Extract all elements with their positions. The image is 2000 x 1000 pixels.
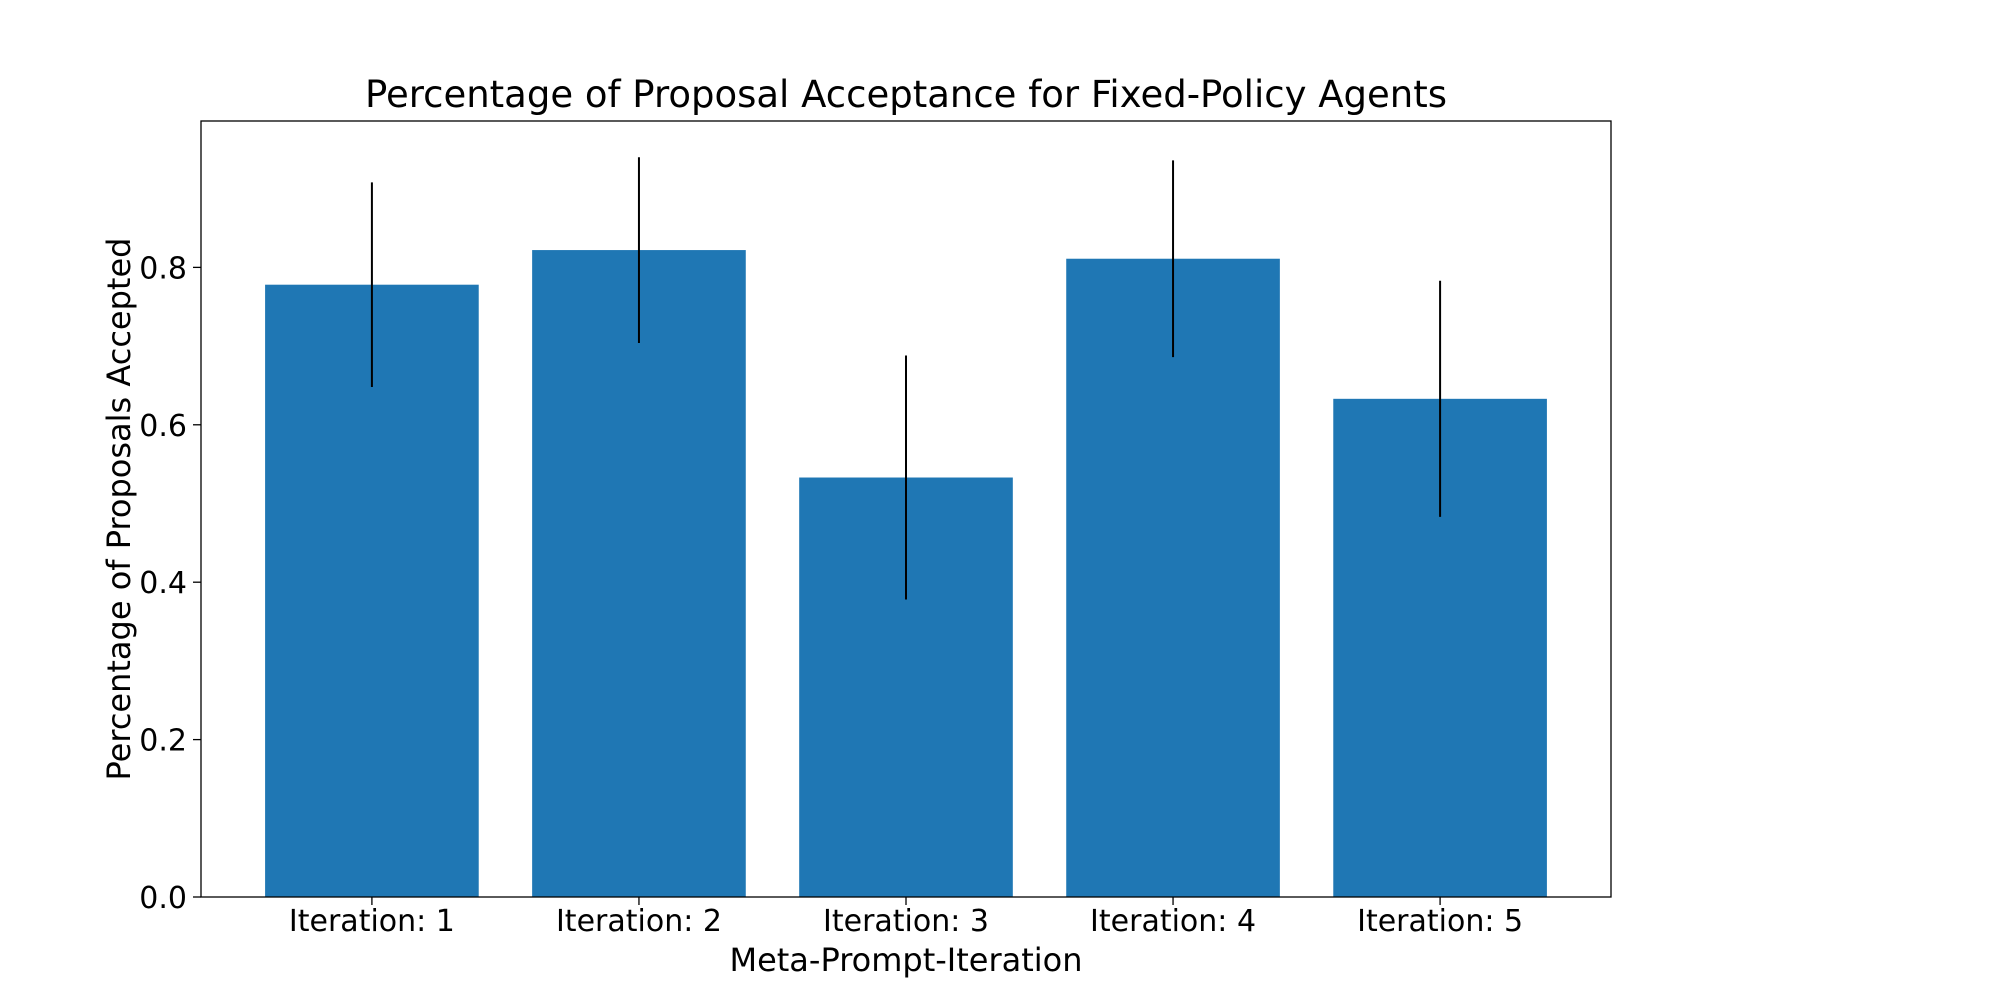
x-tick-label: Iteration: 4 (1090, 904, 1256, 939)
x-tick-label: Iteration: 3 (823, 904, 989, 939)
bar-2 (532, 250, 746, 898)
y-tick-label: 0.6 (139, 409, 187, 444)
errorbars-layer (370, 157, 1442, 600)
y-tick-label: 0.4 (139, 566, 187, 601)
plot-frame (200, 120, 1612, 898)
x-tick-label: Iteration: 1 (289, 904, 455, 939)
y-tick-label: 0.2 (139, 724, 187, 759)
x-tick-label: Iteration: 2 (556, 904, 722, 939)
x-tick-label: Iteration: 5 (1357, 904, 1523, 939)
y-tick-label: 0.0 (139, 881, 187, 916)
chart-title: Percentage of Proposal Acceptance for Fi… (365, 73, 1447, 116)
ticks-layer: Iteration: 1 Iteration: 2 Iteration: 3 Iter… (139, 251, 1523, 939)
bar-4 (1066, 258, 1280, 898)
x-axis-label: Meta-Prompt-Iteration (729, 941, 1082, 979)
y-axis-label: Percentage of Proposals Accepted (100, 238, 138, 781)
bars-layer (265, 250, 1547, 898)
y-tick-label: 0.8 (139, 251, 187, 286)
